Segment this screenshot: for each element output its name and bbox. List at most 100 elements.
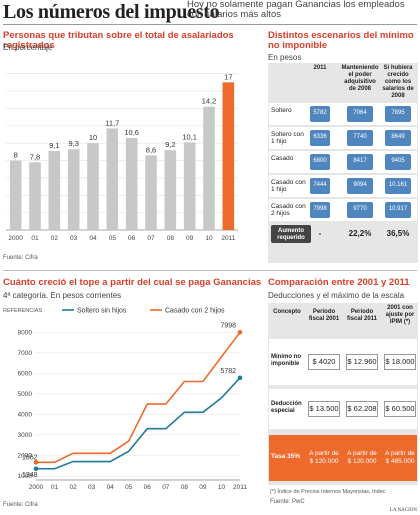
bar-10 — [203, 106, 215, 230]
bar-chart-source: Fuente: Cifra — [3, 255, 38, 261]
line-x-tick: 2000 — [29, 484, 44, 491]
scenarios-value: 9094 — [353, 182, 367, 188]
scenarios-row-bg — [269, 151, 417, 173]
bar-value-label: 9,2 — [165, 140, 175, 149]
scenarios-row-label: Soltero — [271, 107, 292, 114]
scenarios-value: 10.161 — [388, 182, 408, 188]
scenarios-row-label: Casado con 2 hijos — [271, 203, 306, 217]
comparison-value-cell — [346, 354, 378, 370]
line-y-tick: 1000 — [18, 473, 33, 480]
scenarios-title: Distintos escenarios del mínimo no impon… — [268, 30, 414, 51]
comparison-tax-label: Tasa 35% — [271, 453, 301, 460]
bar-value-label: 7,8 — [30, 152, 40, 161]
bar-value-label: 8,6 — [146, 145, 156, 154]
line-x-tick: 07 — [162, 484, 170, 491]
line-x-tick: 05 — [125, 484, 133, 491]
scenarios-value-cell — [347, 130, 373, 146]
comparison-tax-value: A partir de $ 120.000 — [309, 450, 339, 465]
comparison-header: Período fiscal 2001 — [308, 309, 340, 322]
line-x-tick: 10 — [218, 484, 226, 491]
line-y-tick: 3000 — [18, 432, 33, 439]
bar-value-label: 11,7 — [105, 118, 119, 127]
scenarios-table: 2011 Manteniendo el poder adquisitivo de … — [268, 63, 418, 263]
scenarios-value-cell — [310, 130, 330, 146]
scenarios-value-cell — [347, 106, 373, 122]
line-chart-subtitle: 4ª categoría. En pesos corrientes — [3, 291, 122, 300]
scenarios-value-cell — [347, 154, 373, 170]
bar-04 — [87, 143, 99, 230]
bar-tick-label: 2000 — [8, 235, 23, 242]
line-x-tick: 01 — [51, 484, 59, 491]
legend-label-1: Casado con 2 hijos — [165, 308, 225, 315]
comparison-value: $ 13.500 — [309, 404, 339, 413]
scenarios-value-cell — [310, 154, 330, 170]
series-point-0 — [33, 466, 39, 472]
comparison-value: $ 18.000 — [385, 357, 415, 366]
line-x-tick: 06 — [144, 484, 152, 491]
scenarios-value-cell — [310, 202, 330, 218]
bar-value-label: 14,2 — [202, 97, 217, 106]
comparison-header: 2001 con ajuste por IPIM (*) — [385, 305, 415, 325]
scenarios-value: 10.917 — [388, 206, 408, 212]
comparison-value-cell — [308, 354, 340, 370]
credit-label: LA NACION — [389, 508, 417, 513]
series-start-label-1: 1662 — [22, 454, 38, 461]
comparison-value-cell — [384, 354, 416, 370]
scenarios-value: 9770 — [353, 206, 367, 212]
scenarios-value: 9405 — [391, 158, 405, 164]
bar-tick-label: 02 — [51, 235, 59, 242]
page-subtitle: Hoy no solamente pagan Ganancias los emp… — [187, 0, 405, 20]
line-y-tick: 7000 — [18, 350, 33, 357]
comparison-value-cell — [308, 401, 340, 417]
comparison-subtitle: Deducciones y el máximo de la escala — [268, 291, 405, 300]
bar-value-label: 10,6 — [124, 128, 139, 137]
scenarios-value-cell — [385, 106, 411, 122]
line-y-tick: 2000 — [18, 452, 33, 459]
scenarios-value: 6336 — [313, 134, 327, 140]
scenarios-value: 7895 — [391, 110, 405, 116]
series-line-0 — [36, 377, 241, 470]
comparison-tax-row-bg — [269, 435, 417, 481]
bar-tick-label: 2011 — [221, 235, 235, 242]
comparison-table: Concepto Período fiscal 2001 Período fisca… — [268, 303, 418, 485]
bar-tick-label: 08 — [167, 235, 175, 242]
comparison-tax-value: A partir de $ 485.000 — [385, 450, 415, 465]
page-title: Los números del impuesto — [3, 1, 220, 23]
comparison-row-label: Deducción especial — [271, 401, 302, 414]
bar-value-label: 10,1 — [182, 132, 197, 141]
scenarios-value: 7444 — [313, 182, 327, 188]
scenarios-row-bg — [269, 127, 417, 149]
comparison-row-label: Mínimo no imponible — [271, 354, 301, 367]
scenarios-value: 6800 — [313, 158, 327, 164]
comparison-header: Concepto — [273, 309, 301, 315]
comparison-value: $ 12.960 — [347, 357, 377, 366]
bar-05 — [106, 128, 119, 230]
scenarios-row-label: Soltero con 1 hijo — [271, 131, 304, 145]
bar-tick-label: 09 — [186, 235, 194, 242]
bar-value-label: 10 — [89, 133, 97, 142]
comparison-source: Fuente: PwC — [270, 499, 305, 505]
bar-06 — [125, 137, 138, 230]
series-start-label-0: 1348 — [22, 472, 38, 479]
bar-09 — [183, 142, 196, 230]
line-chart-source: Fuente: Cifra — [3, 502, 38, 508]
scenarios-value: 5782 — [313, 110, 327, 116]
scenarios-row-bg — [269, 199, 417, 221]
line-x-tick: 08 — [181, 484, 189, 491]
scenarios-footer-value: - — [318, 229, 322, 238]
scenarios-value-cell — [385, 130, 411, 146]
bar-03 — [67, 149, 80, 230]
scenarios-value: 8417 — [353, 158, 367, 164]
bar-tick-label: 05 — [109, 235, 117, 242]
comparison-value: $ 62.208 — [347, 404, 377, 413]
bar-value-label: 17 — [224, 72, 232, 81]
bar-08 — [164, 150, 177, 230]
scenarios-footer-value: 36,5% — [386, 229, 410, 238]
series-point-1 — [33, 460, 39, 465]
scenarios-footer-label: Aumento requerido — [277, 228, 305, 241]
line-x-tick: 09 — [199, 484, 207, 491]
bar-value-label: 9,1 — [49, 141, 59, 150]
comparison-header: Período fiscal 2011 — [346, 309, 378, 322]
line-y-tick: 8000 — [18, 329, 33, 336]
scenarios-value: 7740 — [353, 134, 367, 140]
